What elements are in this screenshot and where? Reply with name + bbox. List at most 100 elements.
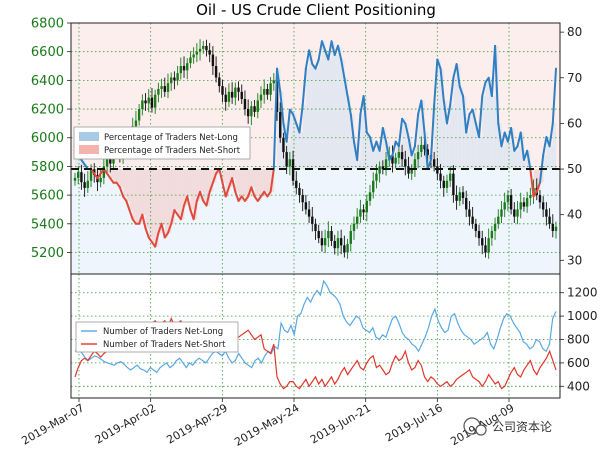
- pct-segment: [404, 122, 410, 139]
- net-short-fill: [155, 169, 159, 247]
- candle-body: [554, 226, 558, 231]
- pct-segment: [442, 99, 448, 125]
- candle-body: [391, 154, 394, 164]
- candle-body: [349, 230, 352, 244]
- pct-segment: [362, 95, 368, 134]
- left-tick-label: 6000: [31, 131, 64, 146]
- candle-body: [416, 152, 420, 160]
- pct-segment: [285, 108, 291, 143]
- pct-segment: [144, 227, 150, 239]
- net-short-fill: [203, 169, 207, 201]
- candle-body: [186, 63, 189, 71]
- left-tick-label: 5800: [31, 160, 64, 175]
- left-tick-label: 5400: [31, 217, 64, 232]
- candle-body: [147, 97, 150, 104]
- net-short-fill: [94, 169, 98, 174]
- pct-segment: [340, 58, 346, 79]
- candle-body: [426, 149, 429, 155]
- candle-body: [150, 97, 154, 108]
- candle-body: [394, 157, 397, 164]
- net-long-fill: [360, 114, 364, 170]
- x-tick-label: 2019-Jul-16: [383, 401, 445, 444]
- candle-body: [86, 180, 90, 188]
- candle-body: [551, 223, 554, 231]
- top-panel: 5200 5400 5600 5800 6000 6200 6400 6600 6800 30 4…: [31, 17, 582, 275]
- net-long-fill: [78, 150, 82, 170]
- net-long-fill: [392, 155, 396, 170]
- candle-body: [410, 169, 413, 174]
- legend-label-net-long: Percentage of Traders Net-Long: [104, 133, 238, 143]
- net-short-fill: [254, 169, 259, 197]
- candle-body: [519, 202, 522, 210]
- pct-segment: [542, 136, 548, 157]
- net-short-fill: [260, 169, 265, 197]
- net-long-fill: [331, 41, 336, 170]
- candle-body: [256, 100, 259, 112]
- candle-body: [195, 51, 199, 55]
- pct-segment: [208, 181, 214, 193]
- net-long-fill: [350, 114, 355, 170]
- candle-body: [192, 54, 195, 58]
- net-long-fill: [347, 96, 352, 170]
- net-long-fill: [437, 59, 441, 170]
- net-long-fill: [344, 77, 348, 170]
- candle-body: [445, 180, 449, 188]
- net-long-fill: [482, 96, 486, 170]
- net-short-fill: [145, 169, 150, 229]
- right-tick-label: 70: [567, 71, 582, 85]
- candle-body: [481, 238, 484, 246]
- net-long-fill: [286, 141, 291, 170]
- net-long-fill: [283, 123, 287, 170]
- candle-body: [221, 86, 224, 95]
- candle-body: [262, 88, 266, 95]
- pct-segment: [433, 58, 439, 107]
- net-long-fill: [475, 123, 480, 170]
- net-long-fill: [453, 77, 457, 170]
- pct-segment: [407, 136, 413, 157]
- candle-body: [144, 100, 147, 104]
- candle-body: [372, 180, 375, 193]
- net-long-fill: [277, 68, 281, 170]
- net-short-fill: [264, 169, 268, 192]
- candle-body: [442, 180, 445, 188]
- left-tick-label: 5600: [31, 189, 64, 204]
- x-tick-label: 2019-Apr-29: [164, 401, 229, 446]
- right-tick-label: 30: [567, 253, 582, 267]
- pct-segment: [497, 122, 503, 148]
- pct-segment: [420, 99, 426, 134]
- pct-segment: [192, 199, 198, 221]
- candle-body: [333, 241, 336, 249]
- net-short-fill: [171, 169, 175, 224]
- left-tick-label: 6400: [31, 74, 64, 89]
- net-long-fill: [337, 45, 342, 170]
- candle-body: [298, 187, 301, 196]
- net-long-fill: [370, 137, 374, 170]
- net-short-fill: [206, 169, 210, 206]
- candle-body: [323, 238, 327, 246]
- net-long-fill: [341, 59, 345, 170]
- candle-body: [89, 169, 93, 181]
- pct-segment: [548, 122, 554, 148]
- candle-body: [272, 80, 276, 84]
- pct-segment: [195, 190, 202, 202]
- candle-body: [420, 144, 423, 153]
- pct-net-long-line: [74, 40, 557, 248]
- net-short-fill: [536, 169, 541, 192]
- pct-segment: [250, 186, 256, 198]
- net-short-fill: [267, 169, 271, 197]
- pct-segment: [391, 140, 397, 157]
- pct-segment: [269, 168, 275, 193]
- left-tick-label: 5200: [31, 246, 64, 261]
- net-short-fill: [235, 169, 239, 192]
- candle-body: [468, 209, 471, 217]
- pct-segment: [128, 209, 134, 221]
- candle-body: [413, 159, 417, 170]
- net-long-fill: [418, 114, 422, 170]
- pct-segment: [526, 149, 532, 171]
- candle-body: [182, 66, 186, 71]
- pct-segment: [234, 190, 240, 202]
- bottom-tick-label: 1000: [567, 309, 598, 323]
- net-short-fill: [222, 169, 227, 183]
- bottom-axis-ticks: 400 600 800 1000 1200: [560, 286, 598, 393]
